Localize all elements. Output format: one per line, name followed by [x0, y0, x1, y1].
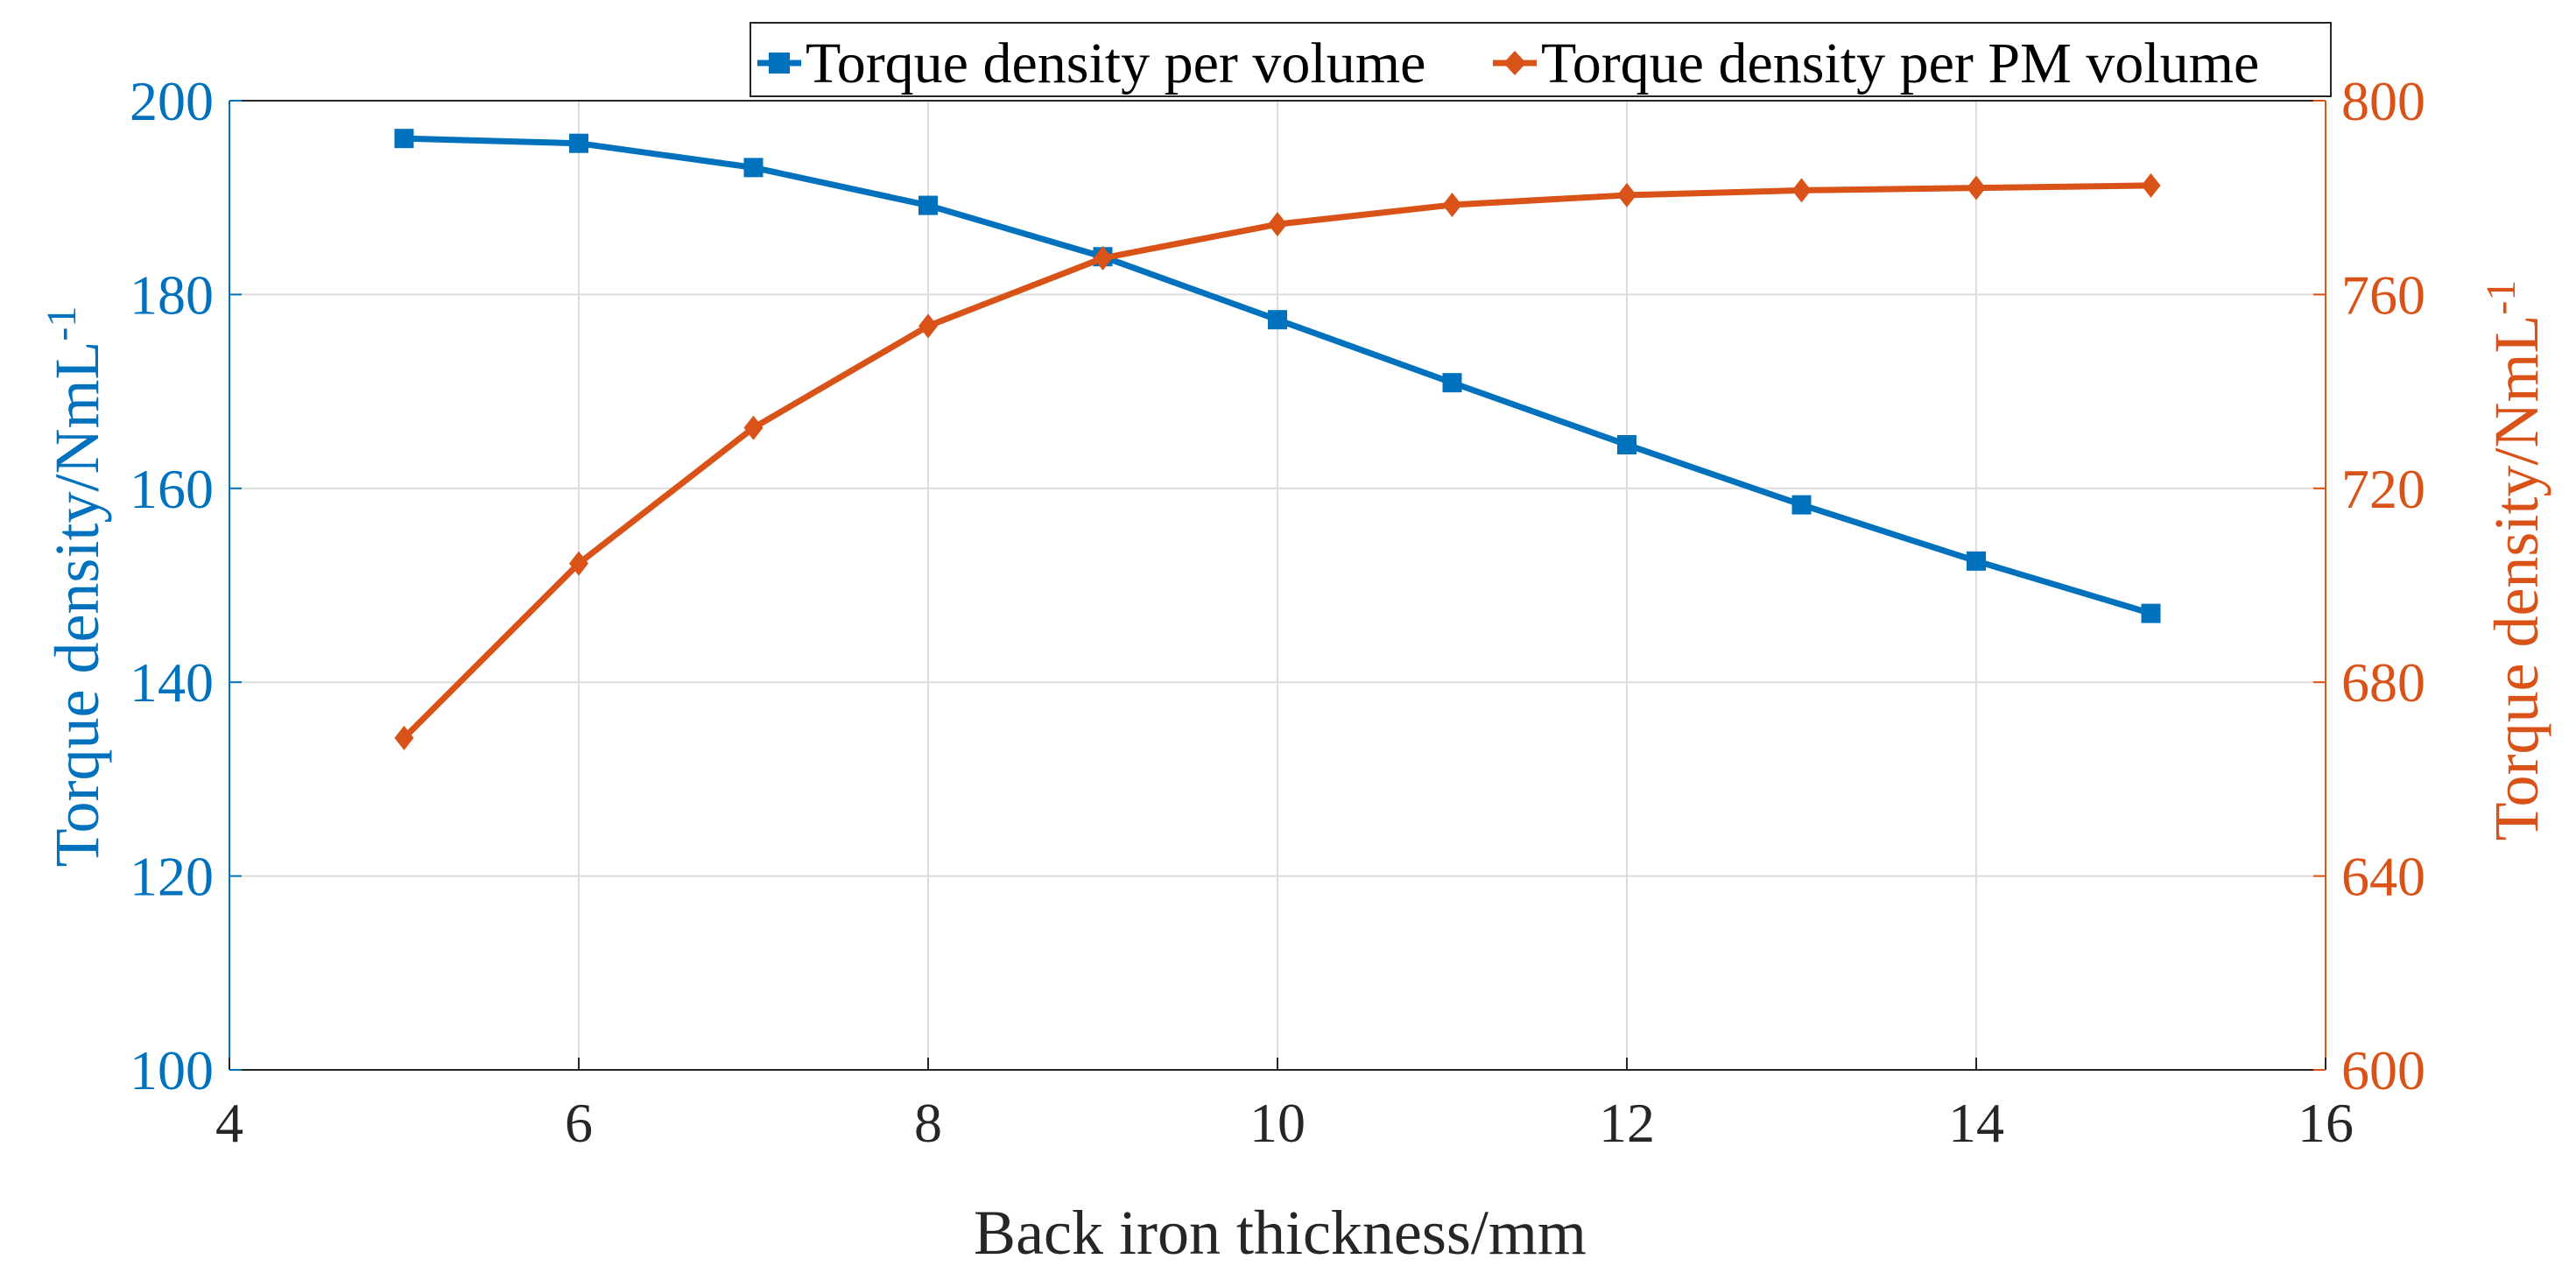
data-point-diamond — [1268, 212, 1287, 237]
data-point-square — [394, 129, 414, 149]
y-left-tick-label: 200 — [130, 70, 214, 132]
legend-label-series-2: Torque density per PM volume — [1541, 32, 2259, 95]
y-right-tick-label: 640 — [2341, 846, 2425, 908]
y-right-tick-label: 680 — [2341, 651, 2425, 714]
y-left-tick-label: 160 — [130, 458, 214, 520]
y-left-tick-label: 100 — [130, 1039, 214, 1101]
data-point-square — [1617, 434, 1636, 454]
x-tick-label: 12 — [1599, 1092, 1655, 1154]
data-point-diamond — [569, 551, 588, 576]
data-point-diamond — [1442, 193, 1462, 218]
y-axis-right-title: Torque density/NmL-1 — [2478, 280, 2551, 841]
x-tick-label: 10 — [1249, 1092, 1306, 1154]
data-point-diamond — [1093, 245, 1113, 271]
data-point-diamond — [918, 313, 938, 339]
x-axis-title: Back iron thickness/mm — [974, 1198, 1587, 1268]
y-right-tick-label: 800 — [2341, 70, 2425, 132]
data-point-square — [2141, 603, 2161, 623]
data-point-square — [569, 133, 588, 153]
data-point-diamond — [743, 415, 764, 440]
legend: Torque density per volume Torque density… — [750, 22, 2332, 97]
y-axis-left-title-main: Torque density/NmL — [42, 341, 112, 868]
y-axis-left-title: Torque density/NmL-1 — [39, 306, 112, 868]
data-point-square — [918, 195, 938, 215]
y-right-tick-label: 720 — [2341, 458, 2425, 520]
y-right-tick-label: 600 — [2341, 1039, 2425, 1101]
data-point-square — [743, 158, 764, 178]
tick-labels: 4 6 8 10 12 14 16 100 120 140 160 180 200 600 640 680 72… — [130, 70, 2425, 1154]
x-tick-label: 14 — [1948, 1092, 2004, 1154]
x-tick-label: 16 — [2298, 1092, 2354, 1154]
y-left-tick-label: 180 — [130, 264, 214, 326]
data-point-diamond — [394, 725, 414, 750]
data-point-diamond — [2141, 172, 2161, 198]
legend-label-series-1: Torque density per volume — [806, 32, 1425, 95]
y-axis-left-title-exponent: -1 — [39, 306, 85, 341]
data-point-diamond — [1791, 178, 1812, 203]
data-point-square — [1791, 495, 1812, 515]
y-right-tick-label: 760 — [2341, 264, 2425, 326]
data-point-square — [1442, 373, 1462, 393]
axes — [229, 100, 2326, 1071]
y-axis-right-title-exponent: -1 — [2478, 280, 2524, 315]
y-left-tick-label: 140 — [130, 651, 214, 714]
data-point-diamond — [1617, 182, 1636, 207]
x-tick-label: 8 — [914, 1092, 942, 1154]
series — [394, 129, 2161, 750]
data-point-square — [1967, 551, 1986, 571]
data-point-diamond — [1967, 175, 1986, 200]
y-left-tick-label: 120 — [130, 846, 214, 908]
legend-marker-square-icon — [769, 53, 790, 74]
legend-marker-diamond-icon — [1503, 51, 1526, 75]
legend-box — [750, 22, 2332, 97]
y-axis-right-title-main: Torque density/NmL — [2481, 315, 2551, 841]
x-tick-label: 6 — [565, 1092, 593, 1154]
data-point-square — [1268, 310, 1287, 330]
x-tick-label: 4 — [215, 1092, 243, 1154]
grid-lines — [229, 101, 2326, 1070]
